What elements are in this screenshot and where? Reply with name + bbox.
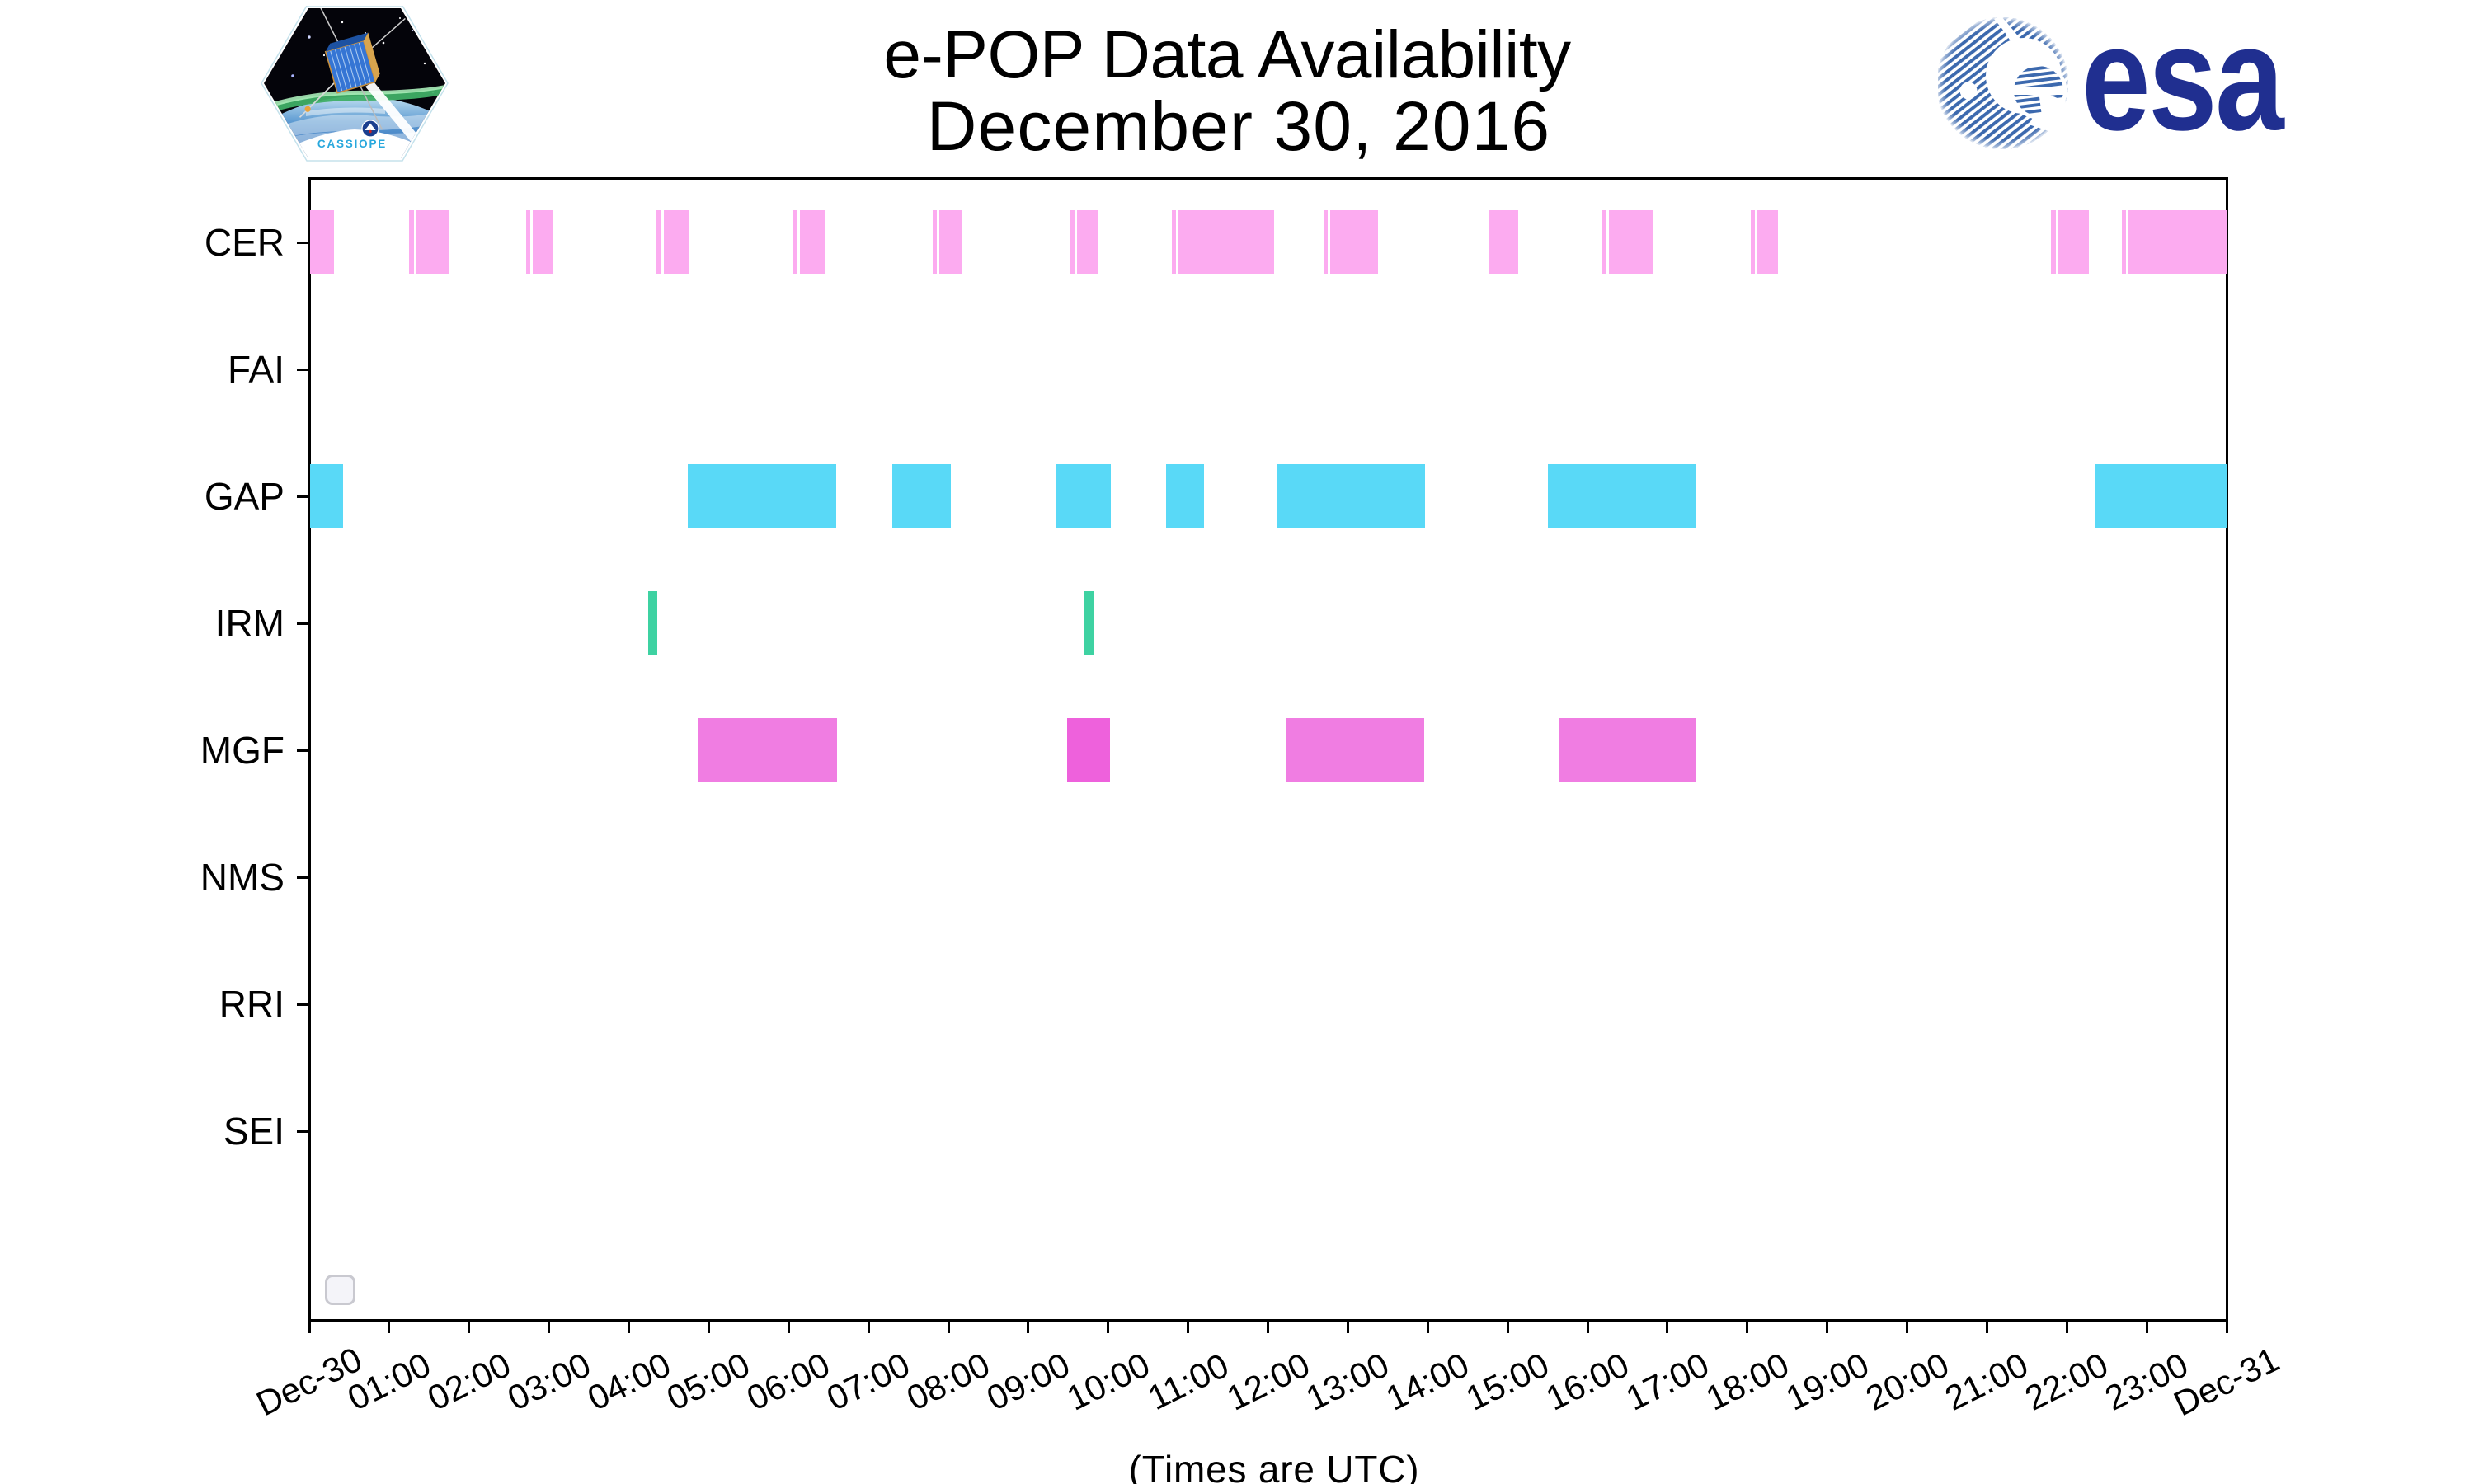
svg-text:CASSIOPE: CASSIOPE xyxy=(317,138,387,150)
